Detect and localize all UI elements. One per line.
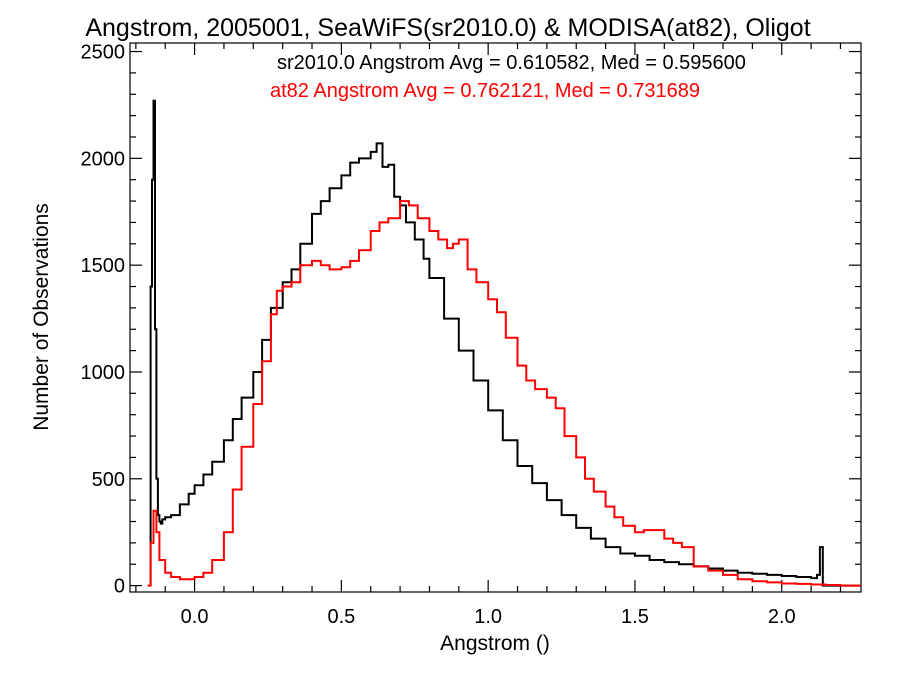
x-tick-label: 2.0 bbox=[768, 606, 796, 628]
stat-annotation-sr2010: sr2010.0 Angstrom Avg = 0.610582, Med = … bbox=[277, 52, 746, 74]
y-tick-label: 500 bbox=[92, 469, 125, 491]
y-tick-label: 1000 bbox=[81, 362, 126, 384]
x-axis-label: Angstrom () bbox=[440, 632, 550, 655]
x-tick-label: 1.0 bbox=[474, 606, 502, 628]
y-tick-labels: 0 500 1000 1500 2000 2500 bbox=[81, 42, 126, 598]
y-tick-label: 2000 bbox=[81, 148, 126, 170]
x-tick-label: 1.5 bbox=[621, 606, 649, 628]
y-tick-label: 2500 bbox=[81, 42, 126, 64]
series-line-at82 bbox=[147, 200, 861, 587]
series-line-sr2010 bbox=[149, 99, 861, 587]
y-axis-label: Number of Observations bbox=[30, 203, 53, 431]
x-tick-label: 0.0 bbox=[181, 606, 209, 628]
y-tick-label: 0 bbox=[114, 576, 125, 598]
stat-annotation-at82: at82 Angstrom Avg = 0.762121, Med = 0.73… bbox=[270, 80, 700, 102]
plot-frame bbox=[129, 42, 862, 593]
x-tick-label: 0.5 bbox=[327, 606, 355, 628]
x-tick-labels: 0.0 0.5 1.0 1.5 2.0 bbox=[181, 606, 796, 628]
chart-title: Angstrom, 2005001, SeaWiFS(sr2010.0) & M… bbox=[85, 14, 810, 42]
y-tick-label: 1500 bbox=[81, 255, 126, 277]
axis-ticks bbox=[130, 43, 861, 592]
